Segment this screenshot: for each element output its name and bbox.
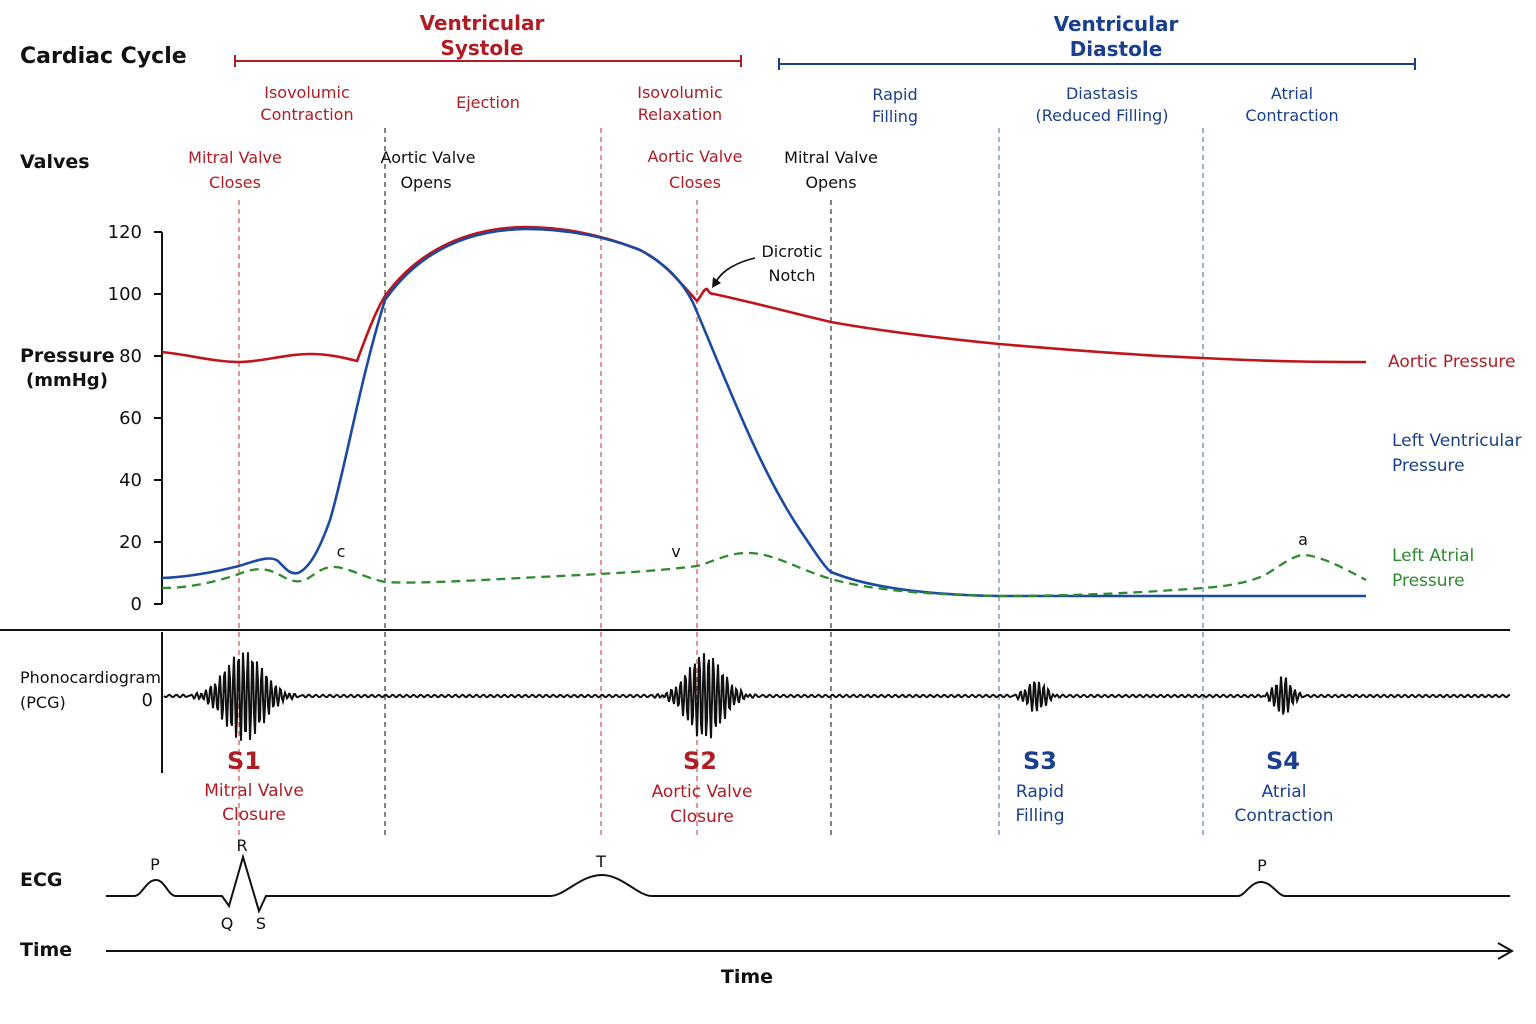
subphase-isovolumic-relaxation-line1: Isovolumic [637,83,723,102]
subphase-isovolumic-relaxation-line2: Relaxation [638,105,722,124]
dicrotic-notch-label-line1: Dicrotic [761,242,822,261]
mitral-opens-line1: Mitral Valve [784,148,878,167]
s4-desc-line2: Contraction [1234,806,1333,826]
aortic-opens-line1: Aortic Valve [381,148,476,167]
pressure-tick-0: 0 [131,594,142,615]
ecg-trace [106,853,1510,914]
subphase-ejection: Ejection [456,93,520,112]
s3-label: S3 [1023,747,1057,775]
systole-label-line2: Systole [440,36,523,60]
a-wave-label: a [1298,530,1308,549]
subphase-diastasis-line1: Diastasis [1066,84,1138,103]
pressure-row-label: Pressure [20,345,115,367]
event-lines [238,128,1204,835]
ecg-q-wave-label: Q [221,914,234,933]
pressure-tick-100: 100 [108,284,142,305]
s4-desc-line1: Atrial [1262,782,1307,802]
pcg-row-label: Phonocardiogram [20,668,161,687]
aortic-opens-line2: Opens [400,173,451,192]
s4-label: S4 [1266,747,1300,775]
aortic-pressure-curve [161,225,1367,364]
s3-desc-line2: Filling [1016,806,1065,826]
v-wave-label: v [671,542,680,561]
pcg-abbr-label: (PCG) [20,693,66,712]
aortic-closes-line1: Aortic Valve [648,147,743,166]
aortic-closes-line2: Closes [669,173,721,192]
pressure-tick-40: 40 [119,470,142,491]
systole-label-line1: Ventricular [420,11,545,35]
s1-desc-line2: Closure [222,805,286,825]
ecg-row-label: ECG [20,869,63,891]
ecg-r-wave-label: R [236,836,247,855]
subphase-isovolumic-contraction-line2: Contraction [260,105,353,124]
ecg-s-wave-label: S [256,914,266,933]
pcg-zero-label: 0 [142,690,153,711]
mitral-opens-line2: Opens [805,173,856,192]
mitral-closes-line2: Closes [209,173,261,192]
lv-pressure-label-line1: Left Ventricular [1392,431,1522,451]
subphase-rapid-filling-line1: Rapid [872,85,917,104]
diastole-bracket [778,58,1416,70]
valves-row-label: Valves [20,151,90,173]
s2-label: S2 [683,747,717,775]
subphase-atrial-contraction-line1: Atrial [1271,84,1313,103]
pressure-y-axis [154,231,163,605]
c-wave-label: c [337,542,346,561]
s2-desc-line2: Closure [670,807,734,827]
pressure-tick-20: 20 [119,532,142,553]
subphase-isovolumic-contraction-line1: Isovolumic [264,83,350,102]
time-row-label: Time [20,939,72,961]
left-atrial-pressure-curve [161,551,1367,598]
subphase-diastasis-line2: (Reduced Filling) [1035,106,1168,125]
la-pressure-label-line1: Left Atrial [1392,546,1474,566]
pressure-tick-60: 60 [119,408,142,429]
s2-desc-line1: Aortic Valve [652,782,753,802]
pressure-tick-80: 80 [119,346,142,367]
subphase-atrial-contraction-line2: Contraction [1245,106,1338,125]
aortic-pressure-label: Aortic Pressure [1388,352,1515,372]
dicrotic-notch-arrowhead [712,277,721,288]
pressure-unit-label: (mmHg) [26,370,108,391]
phonocardiogram-trace [163,652,1511,741]
ecg-p-wave-label: P [150,855,160,874]
dicrotic-notch-arrow [715,257,756,283]
subphase-rapid-filling-line2: Filling [872,107,918,126]
s3-desc-line1: Rapid [1016,782,1064,802]
ecg-p-wave-label-2: P [1257,856,1267,875]
ecg-t-wave-label: T [595,852,606,871]
systole-bracket [234,55,742,67]
left-ventricular-pressure-curve [161,227,1366,598]
diastole-label-line2: Diastole [1070,37,1163,61]
time-axis-arrowhead [1497,942,1515,960]
diagram-title: Cardiac Cycle [20,44,187,69]
mitral-closes-line1: Mitral Valve [188,148,282,167]
la-pressure-label-line2: Pressure [1392,571,1465,591]
lv-pressure-label-line2: Pressure [1392,456,1465,476]
s1-label: S1 [227,747,261,775]
diastole-label-line1: Ventricular [1054,12,1179,36]
pressure-tick-120: 120 [108,222,142,243]
s1-desc-line1: Mitral Valve [204,781,304,801]
dicrotic-notch-label-line2: Notch [769,266,816,285]
time-axis-label: Time [721,966,773,988]
